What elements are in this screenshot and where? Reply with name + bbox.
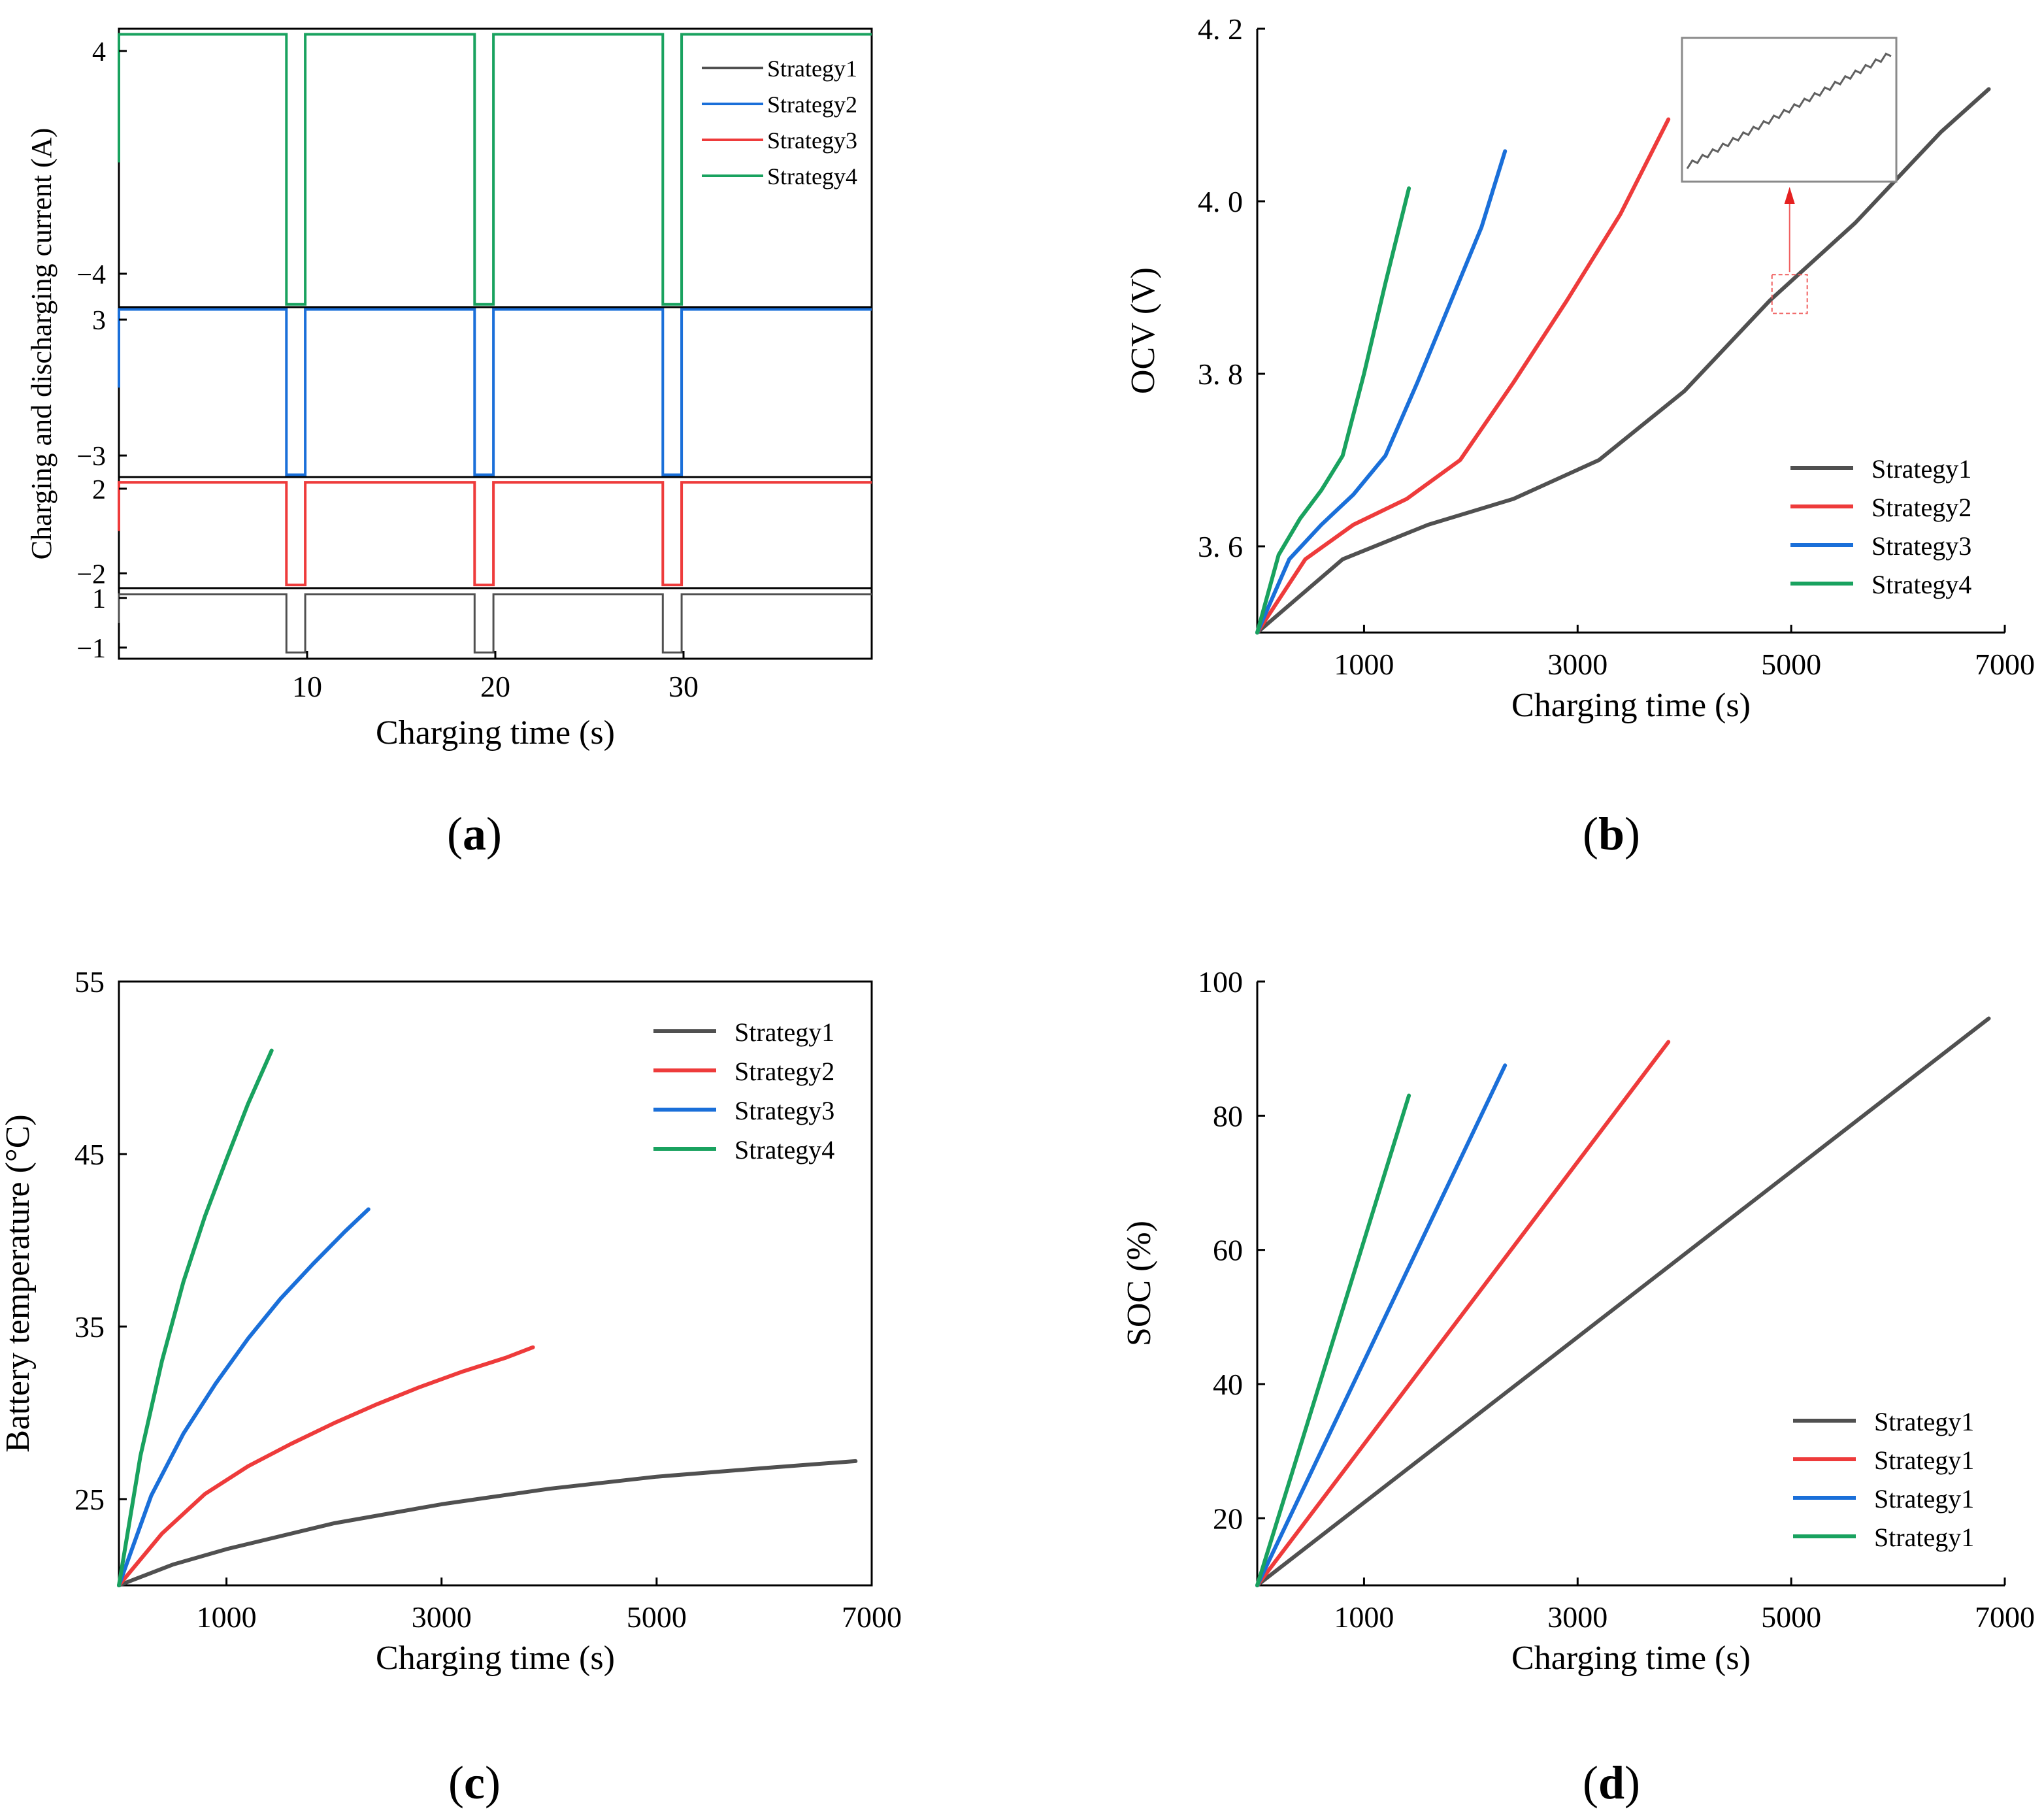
inset-frame: [1681, 37, 1898, 183]
y-tick-label: −2: [76, 559, 106, 589]
current-wave-Strategy2: [118, 308, 872, 476]
band-frame-Strategy1: [118, 587, 873, 660]
y-tick-label: 3. 6: [1198, 530, 1243, 563]
y-tick-label: 3. 8: [1198, 357, 1243, 391]
legend-label-1: Strategy1: [734, 1017, 834, 1047]
x-tick-label: 20: [480, 670, 510, 703]
y-axis-label: Charging and discharging current (A): [25, 128, 58, 560]
series-line-2: [1255, 1040, 1671, 1587]
series-line-2: [117, 1345, 535, 1587]
panel-d-soc-chart: 1000 3000 5000 7000 20 40 60 80 100 Charging time…: [1121, 965, 2035, 1677]
y-tick-label: 4. 0: [1198, 185, 1243, 218]
current-wave-Strategy1: [118, 593, 872, 653]
legend-label-3: Strategy1: [1874, 1484, 1974, 1513]
legend-label-2: Strategy2: [767, 91, 857, 118]
y-tick-label: 2: [92, 475, 106, 505]
series-line-3: [1255, 149, 1508, 635]
x-axis-label: Charging time (s): [1511, 687, 1751, 724]
inset-zoomed-line: [1686, 52, 1892, 169]
x-tick-label: 7000: [1975, 1600, 2035, 1634]
x-tick-label: 5000: [627, 1600, 687, 1634]
y-tick-label: 100: [1198, 965, 1243, 999]
series-line-1: [1255, 87, 1991, 635]
band-frame-Strategy2: [118, 306, 873, 478]
current-wave-Strategy3: [118, 481, 872, 587]
band-frame-Strategy3: [118, 476, 873, 589]
legend-label-4: Strategy4: [1871, 570, 1971, 599]
x-tick-label: 3000: [412, 1600, 472, 1634]
legend-label-2: Strategy2: [734, 1057, 834, 1086]
x-tick-label: 30: [668, 670, 699, 703]
panel-a-current-chart: 4 −4 3 −32 −21 −1 10 20 30 Charging time (s) Charg…: [25, 27, 873, 752]
legend-label-1: Strategy1: [1871, 454, 1971, 484]
current-wave-Strategy4: [118, 33, 872, 306]
legend-label-1: Strategy1: [767, 56, 857, 82]
x-tick-label: 7000: [1975, 648, 2035, 681]
x-axis-label: Charging time (s): [1511, 1640, 1751, 1677]
x-tick-label: 3000: [1547, 648, 1607, 681]
x-tick-label: 3000: [1547, 1600, 1607, 1634]
legend-label-3: Strategy3: [767, 127, 857, 154]
legend-label-4: Strategy1: [1874, 1523, 1974, 1552]
series-line-4: [1255, 186, 1411, 635]
plot-frame: [118, 980, 873, 1587]
x-axis-label: Charging time (s): [376, 1640, 615, 1677]
series-line-3: [117, 1207, 371, 1587]
y-axis-label: OCV (V): [1125, 267, 1162, 394]
y-axis-label: SOC (%): [1121, 1221, 1158, 1346]
legend-label-2: Strategy1: [1874, 1446, 1974, 1475]
panel-label-c: (c): [448, 1757, 501, 1809]
y-tick-label: 4. 2: [1198, 12, 1243, 46]
series-line-3: [1255, 1063, 1508, 1587]
y-tick-label: −4: [76, 260, 106, 290]
y-tick-label: 1: [92, 584, 106, 614]
series-line-1: [1255, 1016, 1991, 1587]
series-line-1: [117, 1459, 858, 1587]
legend-label-2: Strategy2: [1871, 493, 1971, 522]
band-frame-Strategy4: [118, 27, 873, 308]
y-tick-label: 45: [74, 1138, 105, 1171]
series-line-4: [117, 1048, 274, 1587]
series-line-4: [1255, 1093, 1411, 1587]
legend-label-3: Strategy3: [1871, 531, 1971, 561]
y-tick-label: −3: [76, 442, 106, 472]
legend-label-4: Strategy4: [767, 163, 857, 190]
y-axis-label: Battery temperature (°C): [0, 1114, 37, 1452]
panel-label-a: (a): [447, 808, 502, 860]
x-tick-label: 1000: [197, 1600, 257, 1634]
y-tick-label: 20: [1213, 1502, 1243, 1535]
legend-label-4: Strategy4: [734, 1135, 834, 1165]
panel-label-b: (b): [1583, 808, 1640, 860]
legend-label-1: Strategy1: [1874, 1407, 1974, 1436]
y-tick-label: 35: [74, 1310, 105, 1344]
x-tick-label: 1000: [1334, 1600, 1394, 1634]
y-tick-label: 40: [1213, 1368, 1243, 1401]
y-tick-label: 3: [92, 306, 106, 336]
x-tick-label: 1000: [1334, 648, 1394, 681]
y-tick-label: −1: [76, 634, 106, 664]
x-tick-label: 7000: [842, 1600, 902, 1634]
panel-c-temperature-chart: 1000 3000 5000 7000 25 35 45 55 Charging time (s…: [0, 965, 902, 1677]
y-tick-label: 55: [74, 965, 105, 999]
inset-zoom-region: [1771, 274, 1808, 314]
panel-label-d: (d): [1583, 1757, 1640, 1809]
y-tick-label: 60: [1213, 1234, 1243, 1267]
y-tick-label: 80: [1213, 1099, 1243, 1132]
y-tick-label: 4: [92, 37, 106, 67]
x-tick-label: 10: [292, 670, 322, 703]
x-tick-label: 5000: [1761, 1600, 1821, 1634]
panel-b-ocv-chart: 1000 3000 5000 7000 3. 6 3. 8 4. 0 4. 2 Charging…: [1125, 12, 2035, 724]
x-axis-label: Charging time (s): [376, 714, 615, 752]
legend-label-3: Strategy3: [734, 1096, 834, 1125]
x-tick-label: 5000: [1761, 648, 1821, 681]
series-line-2: [1255, 117, 1671, 635]
y-tick-label: 25: [74, 1483, 105, 1516]
inset-arrow-head: [1784, 187, 1795, 204]
